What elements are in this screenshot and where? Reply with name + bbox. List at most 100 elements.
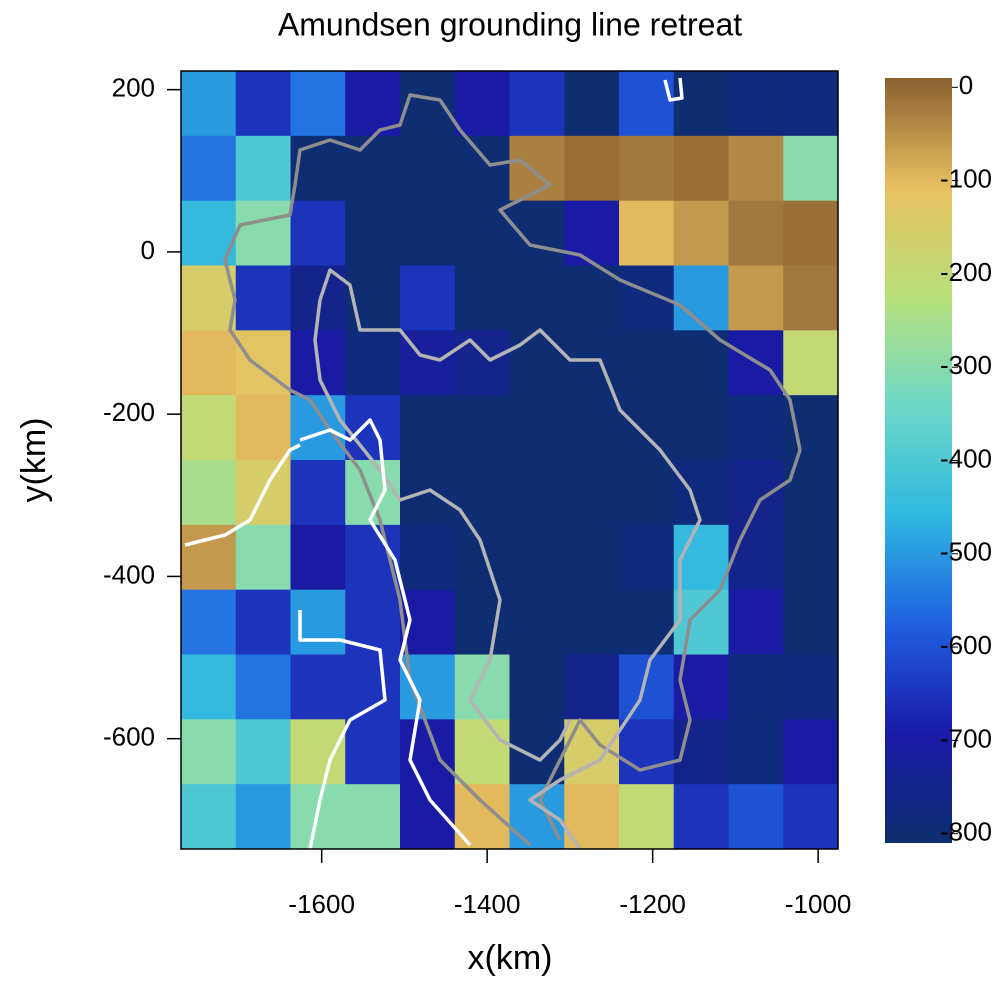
colorbar-tick-label: -100 (940, 163, 992, 193)
cell (673, 265, 729, 331)
cell (783, 200, 838, 266)
cell (673, 71, 729, 137)
cell (454, 719, 510, 785)
cell (673, 135, 729, 202)
y-axis-title: y(km) (15, 418, 53, 503)
cell (619, 135, 675, 202)
cell (783, 330, 838, 396)
chart-title: Amundsen grounding line retreat (278, 6, 742, 42)
cell (454, 589, 510, 655)
cell (509, 719, 565, 785)
cell (181, 460, 237, 526)
cell (345, 200, 401, 266)
cell (783, 265, 838, 331)
cell (181, 71, 237, 137)
cell (619, 719, 675, 785)
cell (673, 589, 729, 655)
cell (509, 71, 565, 137)
cell (728, 135, 784, 202)
cell (509, 589, 565, 655)
cell (400, 71, 456, 137)
cell (400, 524, 456, 591)
cell (290, 200, 346, 266)
cell (619, 395, 675, 461)
cell (400, 460, 456, 526)
cell (619, 200, 675, 266)
cell (728, 200, 784, 266)
cell (235, 395, 291, 461)
contour-recent (299, 418, 472, 847)
colorbar (885, 78, 952, 843)
heatmap (181, 71, 838, 849)
cell (728, 719, 784, 785)
cell (728, 395, 784, 461)
cell (454, 135, 510, 202)
cell (400, 200, 456, 266)
contour-recent-3 (298, 610, 387, 849)
cell (619, 654, 675, 720)
colorbar-tick-label: -600 (940, 630, 992, 660)
cell (235, 589, 291, 655)
cell (783, 589, 838, 655)
cell (400, 395, 456, 461)
cell (509, 330, 565, 396)
cell (454, 265, 510, 331)
cell (345, 330, 401, 396)
cell (564, 265, 620, 331)
cell (345, 135, 401, 202)
cell (235, 654, 291, 720)
cell (509, 654, 565, 720)
cell (181, 589, 237, 655)
cell (728, 784, 784, 849)
cell (673, 395, 729, 461)
cell (619, 784, 675, 849)
cell (235, 71, 291, 137)
cell (783, 135, 838, 202)
cell (728, 589, 784, 655)
cell (728, 265, 784, 331)
y-tick-label: -600 (103, 722, 155, 752)
x-tick-label: -1200 (619, 889, 686, 919)
cell (564, 589, 620, 655)
colorbar-tick-label: -400 (940, 443, 992, 473)
contour-inner (318, 268, 702, 849)
cell (783, 654, 838, 720)
cell (345, 524, 401, 591)
cell (619, 460, 675, 526)
cell (728, 654, 784, 720)
cell (345, 654, 401, 720)
contour-recent-2 (184, 443, 301, 547)
cell (181, 265, 237, 331)
cell (783, 784, 838, 849)
y-tick-label: 200 (112, 73, 155, 103)
cell (783, 460, 838, 526)
cell (564, 135, 620, 202)
cell (181, 330, 237, 396)
cell (290, 395, 346, 461)
cell (673, 460, 729, 526)
cell (509, 460, 565, 526)
cell (673, 200, 729, 266)
y-tick-label: -400 (103, 559, 155, 589)
cell (400, 265, 456, 331)
cell (181, 784, 237, 849)
cell (454, 524, 510, 591)
cell (783, 719, 838, 785)
cell (181, 395, 237, 461)
cell (400, 135, 456, 202)
y-tick-label: 0 (141, 235, 155, 265)
colorbar-tick-label: -800 (940, 817, 992, 847)
cell (290, 719, 346, 785)
contour-inner-left (313, 299, 572, 762)
cell (235, 135, 291, 202)
colorbar-tick-label: -700 (940, 723, 992, 753)
cell (235, 719, 291, 785)
colorbar-tick-label: -500 (940, 537, 992, 567)
cell (619, 589, 675, 655)
x-tick-label: -1000 (785, 889, 852, 919)
cell (564, 654, 620, 720)
cell (235, 524, 291, 591)
cell (619, 330, 675, 396)
cell (673, 784, 729, 849)
